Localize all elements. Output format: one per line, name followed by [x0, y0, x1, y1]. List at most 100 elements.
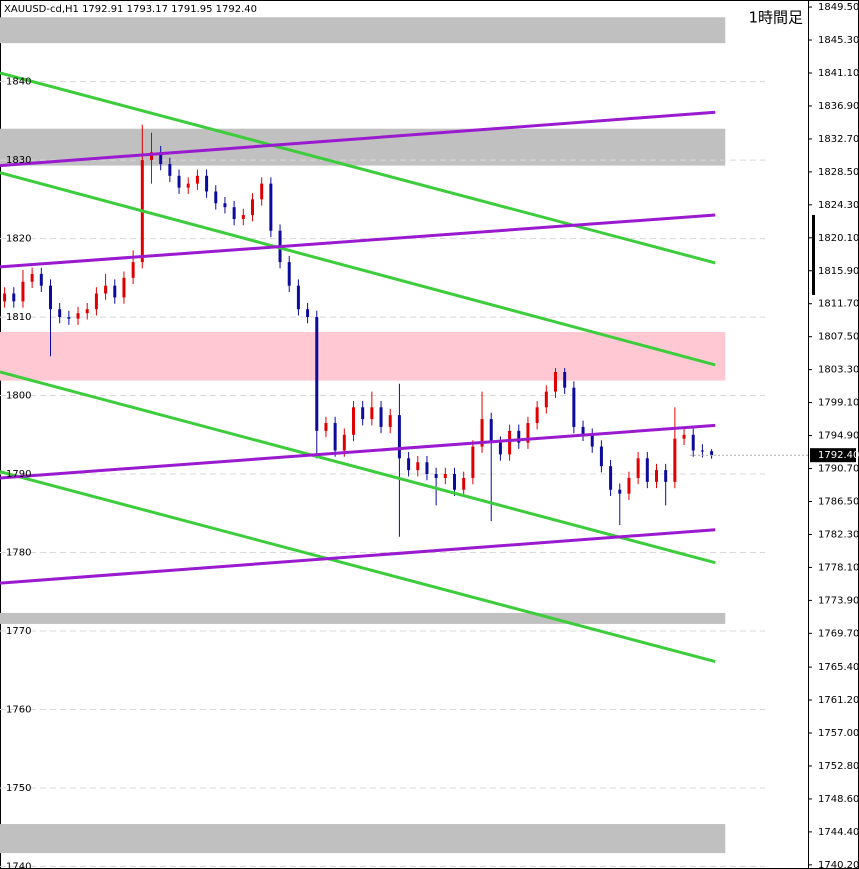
y-tick-label: 1761.20	[818, 695, 859, 706]
y-tick-label: 1740.20	[818, 860, 859, 869]
y-tick-label: 1815.90	[818, 266, 859, 277]
y-tick-label: 1836.90	[818, 101, 859, 112]
y-tick-label: 1832.70	[818, 134, 859, 145]
candle-body	[664, 470, 668, 482]
candle-body	[104, 285, 108, 294]
candle-body	[342, 434, 346, 451]
level-label: 1840	[6, 77, 31, 88]
level-label: 1800	[6, 391, 31, 402]
candle-body	[618, 489, 622, 494]
candle-body	[370, 407, 374, 420]
candle-body	[453, 474, 456, 490]
trend-line	[0, 171, 716, 367]
symbol-header: XAUUSD-cd,H1 1792.91 1793.17 1791.95 179…	[4, 4, 257, 15]
candle-body	[434, 474, 438, 478]
candle-body	[49, 285, 52, 310]
candle-body	[517, 430, 521, 443]
candle-body	[205, 175, 209, 192]
trend-line	[0, 470, 716, 664]
y-tick-label: 1807.50	[818, 332, 859, 343]
candle-body	[425, 462, 429, 475]
trend-lines	[0, 71, 716, 664]
trend-line	[0, 71, 716, 265]
candle-body	[122, 277, 126, 298]
zone	[0, 824, 726, 854]
zones	[0, 17, 726, 854]
candle-body	[361, 407, 365, 420]
y-tick-label: 1794.90	[818, 431, 859, 442]
level-label: 1740	[6, 861, 31, 869]
y-tick-label: 1769.70	[818, 628, 859, 639]
trend-line	[0, 423, 716, 480]
candle-body	[544, 391, 548, 408]
candle-body	[590, 434, 594, 447]
candle-body	[673, 438, 677, 482]
y-tick-label: 1845.30	[818, 35, 859, 46]
candle-body	[489, 419, 493, 443]
level-label: 1810	[6, 312, 31, 323]
candle-body	[186, 183, 190, 188]
candle-body	[113, 285, 117, 298]
y-tick-label: 1757.00	[818, 728, 859, 739]
candle-body	[526, 423, 530, 443]
y-tick-label: 1828.50	[818, 167, 859, 178]
candle-body	[159, 152, 163, 165]
candle-body	[324, 423, 328, 431]
candle-body	[150, 152, 153, 161]
y-tick-label: 1765.40	[818, 662, 859, 673]
trend-line	[0, 213, 716, 269]
candle-body	[39, 273, 43, 286]
zone	[0, 128, 726, 166]
candle-body	[296, 285, 300, 310]
candle-body	[306, 309, 310, 318]
candle-body	[168, 164, 172, 176]
candle-body	[691, 434, 695, 451]
y-tick-label: 1752.80	[818, 761, 859, 772]
y-tick-label: 1778.10	[818, 562, 859, 573]
candle-body	[333, 423, 337, 451]
labels: XAUUSD-cd,H1 1792.91 1793.17 1791.95 179…	[4, 2, 859, 869]
y-tick-label: 1786.50	[818, 496, 859, 507]
candle-body	[710, 451, 714, 456]
candle-body	[471, 446, 475, 478]
candle-body	[535, 407, 539, 424]
y-tick-label: 1744.40	[818, 827, 859, 838]
candle-body	[214, 191, 218, 204]
candle-body	[407, 458, 411, 471]
candle-body	[443, 474, 447, 478]
zone	[0, 17, 726, 44]
y-tick-label: 1820.10	[818, 233, 859, 244]
candle-body	[85, 309, 89, 314]
candles	[3, 124, 714, 537]
candle-body	[94, 293, 98, 310]
current-price-label: 1792.40	[818, 450, 859, 461]
y-tick-label: 1782.30	[818, 529, 859, 540]
y-tick-label: 1748.60	[818, 794, 859, 805]
candle-body	[241, 215, 245, 219]
candle-body	[508, 430, 512, 455]
candle-body	[232, 207, 236, 219]
zone	[0, 612, 726, 624]
candle-body	[315, 317, 319, 431]
chart-title: 1時間足	[748, 9, 803, 27]
candle-body	[636, 458, 640, 478]
candle-body	[480, 419, 484, 447]
level-label: 1770	[6, 626, 31, 637]
candle-body	[581, 426, 585, 435]
candle-body	[67, 317, 71, 319]
y-tick-label: 1824.30	[818, 200, 859, 211]
current-price-box	[810, 448, 856, 463]
candle-body	[700, 450, 704, 452]
candle-body	[609, 466, 613, 490]
y-tick-label: 1790.70	[818, 464, 859, 475]
candle-body	[682, 434, 686, 439]
candle-body	[287, 262, 291, 286]
candle-body	[572, 387, 576, 427]
y-tick-label: 1849.50	[818, 2, 859, 13]
zone	[0, 331, 726, 381]
candle-body	[30, 273, 34, 282]
candle-body	[462, 477, 466, 490]
candle-body	[352, 407, 355, 435]
candle-body	[645, 458, 649, 482]
level-label: 1790	[6, 469, 31, 480]
